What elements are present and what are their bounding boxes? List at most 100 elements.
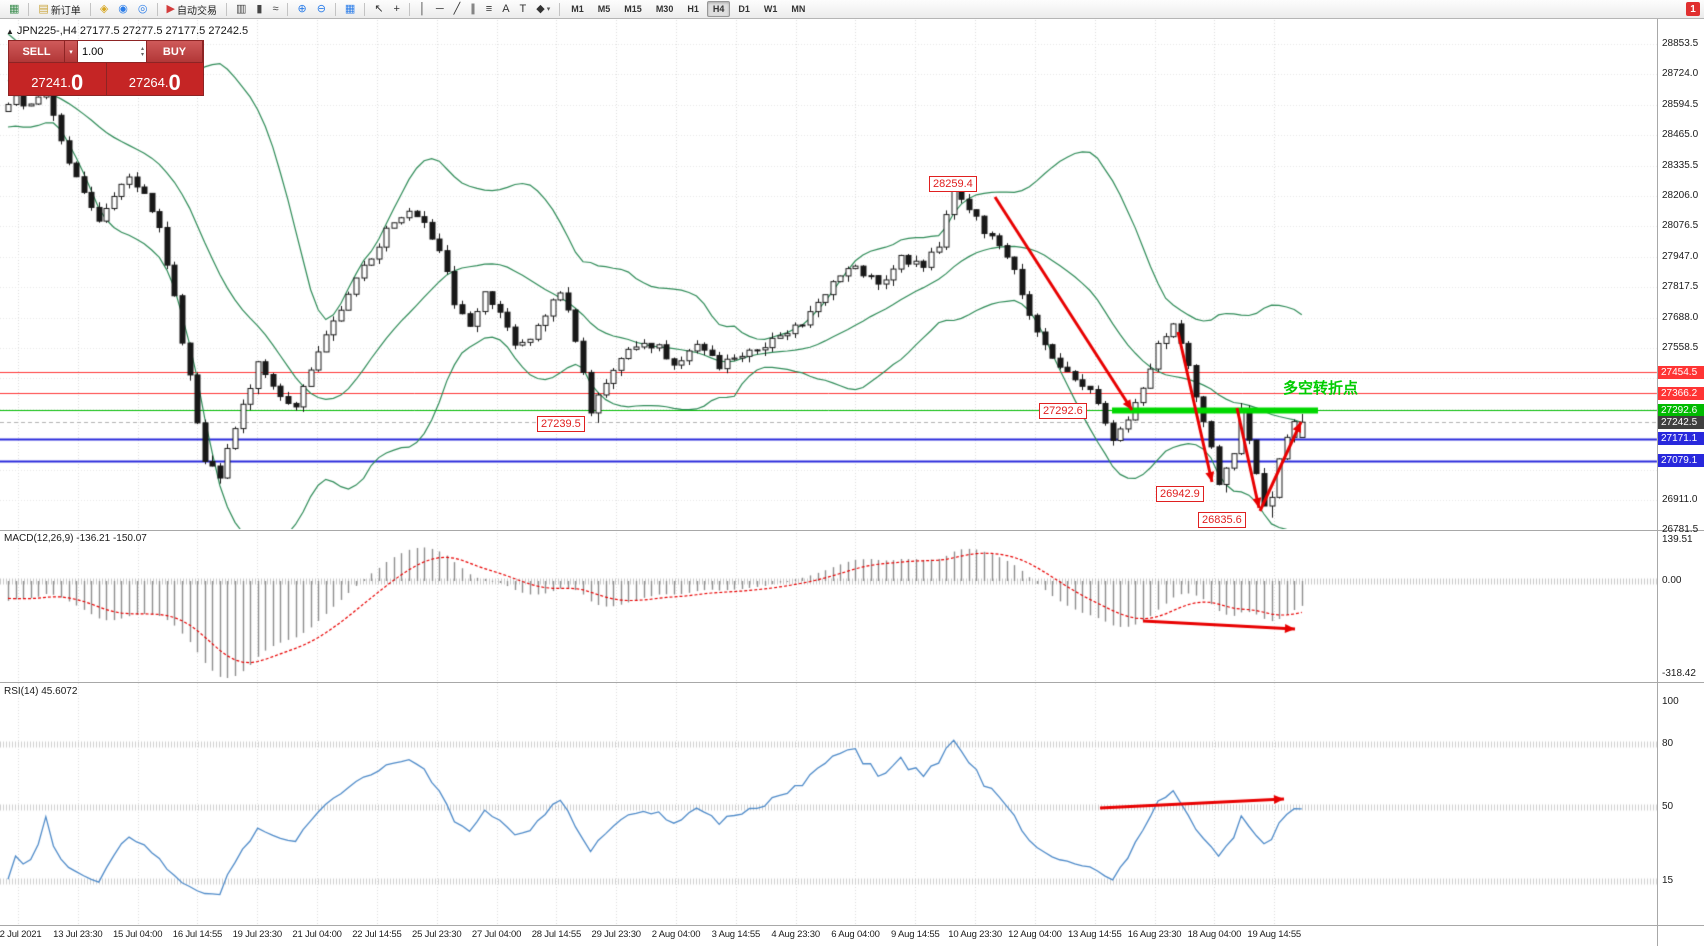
- spinner-down-icon[interactable]: ▾: [140, 51, 144, 58]
- timeframe-m15[interactable]: M15: [624, 4, 642, 14]
- price-annotation[interactable]: 26942.9: [1156, 486, 1204, 502]
- price-axis-label: 27688.0: [1662, 311, 1699, 323]
- symbol-marker-icon: ▲: [6, 27, 14, 36]
- market-watch-button[interactable]: ◉: [114, 1, 132, 17]
- price-annotation[interactable]: 26835.6: [1198, 512, 1246, 528]
- timeframe-m1[interactable]: M1: [571, 4, 584, 14]
- toolbar-separator: [559, 2, 561, 16]
- macd-axis-label: 0.00: [1662, 575, 1682, 586]
- time-axis-label: 2 Aug 04:00: [651, 929, 701, 940]
- timeframe-mn[interactable]: MN: [791, 4, 806, 14]
- bar-chart-button[interactable]: ▥: [232, 1, 250, 17]
- zoom-in-icon: ⊕: [297, 2, 307, 15]
- new-order-button[interactable]: ▤ 新订单: [34, 1, 84, 17]
- chevron-down-icon: ▾: [546, 6, 551, 13]
- market-watch-icon: ◉: [118, 2, 128, 15]
- pane-separator-rsi-time: [0, 925, 1704, 926]
- volume-dropdown[interactable]: ▾: [65, 41, 78, 62]
- candlestick-chart-icon: ▮: [256, 2, 263, 15]
- text-button[interactable]: A: [498, 1, 513, 17]
- price-annotation[interactable]: 28259.4: [929, 176, 977, 192]
- trendline-button[interactable]: ╱: [450, 1, 465, 17]
- price-axis-label: 26911.0: [1662, 493, 1698, 505]
- bar-chart-icon: ▥: [235, 2, 247, 15]
- time-axis-label: 13 Aug 14:55: [1067, 929, 1122, 940]
- notification-badge[interactable]: 1: [1686, 2, 1700, 16]
- price-axis-label: 27558.5: [1662, 341, 1699, 353]
- sell-price-main: 27241.: [31, 75, 71, 90]
- pane-separator-macd-rsi[interactable]: [0, 682, 1704, 683]
- time-axis-label: 25 Jul 23:30: [412, 929, 462, 940]
- timeframe-w1[interactable]: W1: [763, 4, 778, 14]
- timeframe-m30[interactable]: M30: [655, 4, 674, 14]
- rsi-label: RSI(14) 45.6072: [4, 686, 78, 697]
- buy-button[interactable]: BUY: [147, 41, 203, 62]
- shapes-icon: ◆: [536, 2, 545, 15]
- time-axis-label: 12 Jul 2021: [0, 929, 42, 940]
- price-axis-label: 28465.0: [1662, 129, 1699, 141]
- rsi-axis-label: 50: [1662, 801, 1674, 812]
- price-axis-label: 28335.5: [1662, 159, 1699, 171]
- time-axis-label: 13 Jul 23:30: [53, 929, 103, 940]
- autotrade-button[interactable]: ▶ 自动交易: [163, 1, 221, 17]
- symbol-ohlc-text: JPN225-,H4 27177.5 27277.5 27177.5 27242…: [16, 25, 249, 37]
- cursor-button[interactable]: ↖: [370, 1, 387, 17]
- label-button[interactable]: T: [516, 1, 531, 17]
- volume-spinner[interactable]: ▴ ▾: [141, 46, 146, 58]
- timeframe-m5[interactable]: M5: [597, 4, 611, 14]
- new-chart-button[interactable]: ▦: [5, 1, 23, 17]
- tile-windows-button[interactable]: ▦: [341, 1, 359, 17]
- trendline-icon: ╱: [453, 2, 461, 15]
- spinner-up-icon[interactable]: ▴: [140, 45, 144, 52]
- toolbar: ▦ ▤ 新订单 ◈ ◉ ◎ ▶ 自动交易 ▥ ▮ ≈ ⊕ ⊖ ▦ ↖ + │ ─ ╱ ∥ ≡ A T ◆ ▾ M1 M5 M15 M30…: [0, 0, 1704, 19]
- turning-point-note[interactable]: 多空转折点: [1283, 380, 1359, 397]
- zoom-out-icon: ⊖: [316, 2, 326, 15]
- time-axis-label: 21 Jul 04:00: [292, 929, 342, 940]
- crosshair-button[interactable]: +: [390, 1, 404, 17]
- zoom-in-button[interactable]: ⊕: [293, 1, 310, 17]
- time-axis-label: 9 Aug 14:55: [891, 929, 940, 940]
- indicators-button[interactable]: ◈: [96, 1, 112, 17]
- price-axis-label: 28724.0: [1662, 68, 1699, 80]
- sell-price[interactable]: 27241. 0: [9, 63, 107, 95]
- time-axis-label: 19 Aug 14:55: [1247, 929, 1302, 940]
- buy-price-big-digit: 0: [168, 70, 181, 95]
- rsi-axis-label: 15: [1662, 874, 1674, 886]
- price-annotation[interactable]: 27292.6: [1039, 403, 1087, 419]
- toolbar-separator: [287, 2, 289, 16]
- volume-field: ▴ ▾: [78, 41, 147, 62]
- timeframe-h1[interactable]: H1: [687, 4, 699, 14]
- sell-button[interactable]: SELL: [9, 41, 65, 62]
- pane-separator-main-macd[interactable]: [0, 530, 1704, 531]
- fibonacci-button[interactable]: ≡: [482, 1, 496, 17]
- volume-input[interactable]: [78, 45, 141, 58]
- line-chart-button[interactable]: ≈: [268, 1, 282, 17]
- price-axis-label: 27947.0: [1662, 250, 1699, 262]
- price-axis-highlight: 27292.6: [1658, 403, 1704, 417]
- buy-price[interactable]: 27264. 0: [106, 63, 203, 95]
- community-button[interactable]: ◎: [134, 1, 152, 17]
- price-annotation[interactable]: 27239.5: [537, 416, 585, 432]
- text-icon: A: [502, 2, 510, 15]
- horizontal-line-button[interactable]: ─: [432, 1, 448, 17]
- time-axis-label: 19 Jul 23:30: [232, 929, 283, 940]
- timeframe-h4[interactable]: H4: [706, 1, 731, 17]
- timeframe-d1[interactable]: D1: [738, 4, 750, 14]
- price-axis-highlight: 27454.5: [1658, 365, 1704, 379]
- price-axis-highlight: 27079.1: [1658, 454, 1704, 468]
- time-axis-label: 16 Aug 23:30: [1127, 929, 1182, 940]
- one-click-trading-panel: SELL ▾ ▴ ▾ BUY 27241.0 27264.0: [8, 40, 204, 96]
- vertical-line-button[interactable]: │: [415, 1, 430, 17]
- new-order-button-label: 新订单: [50, 5, 81, 17]
- toolbar-separator: [225, 2, 227, 16]
- zoom-out-button[interactable]: ⊖: [313, 1, 330, 17]
- crosshair-icon: +: [393, 2, 400, 15]
- time-axis-label: 3 Aug 14:55: [711, 929, 761, 940]
- candlestick-chart-button[interactable]: ▮: [252, 1, 266, 17]
- shapes-button[interactable]: ◆ ▾: [532, 1, 554, 17]
- time-axis-label: 22 Jul 14:55: [352, 929, 402, 940]
- toolbar-separator: [156, 2, 158, 16]
- channel-button[interactable]: ∥: [466, 1, 480, 17]
